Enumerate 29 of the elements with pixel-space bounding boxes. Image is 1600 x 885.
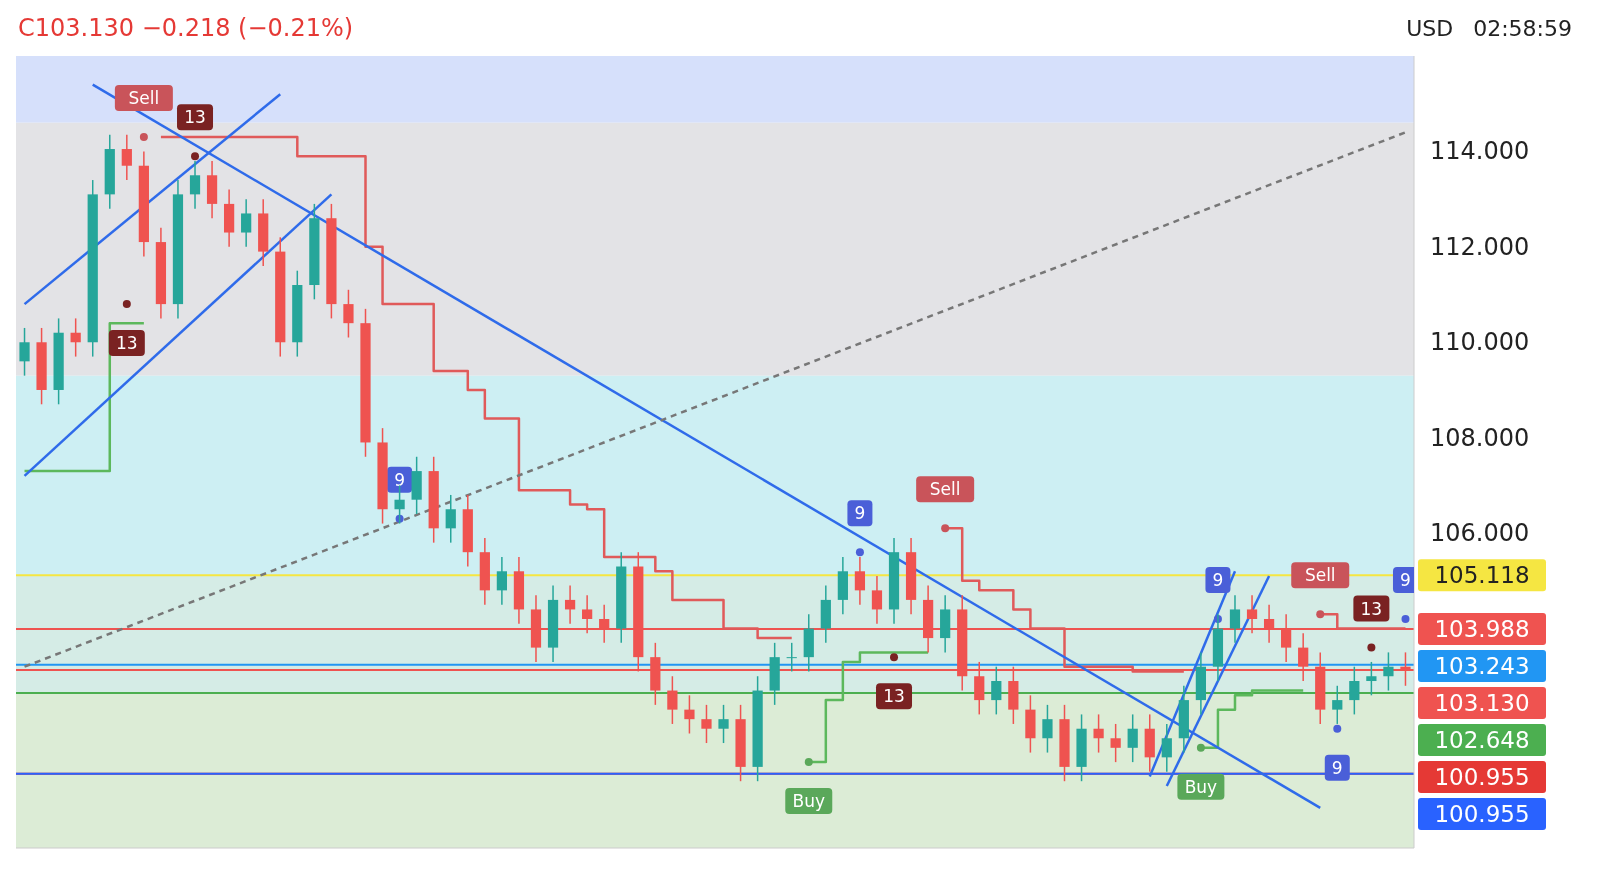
text: 13: [1360, 598, 1383, 619]
ref-line-label: 103.243: [1434, 653, 1530, 680]
series-label: Sell: [1304, 565, 1336, 586]
text: 13: [116, 333, 138, 354]
series-label: Buy: [792, 791, 826, 812]
chart-title: C103.130 −0.218 (−0.21%): [17, 14, 354, 42]
text: USD: [1406, 15, 1454, 41]
text: 9: [1331, 757, 1343, 778]
text: 9: [1212, 569, 1224, 590]
text: Buy: [1184, 776, 1218, 797]
ref-line-label: 102.648: [1434, 727, 1530, 754]
ref-line-label: 105.118: [1434, 562, 1530, 589]
ref-line-label: 103.988: [1434, 616, 1530, 643]
y-tick-label: 108.000: [1430, 423, 1530, 452]
ref-line-label: 100.955: [1434, 764, 1530, 791]
text: Sell: [929, 479, 961, 500]
series-label: 13: [883, 686, 905, 707]
text: 02:58:59: [1473, 15, 1572, 41]
text: Sell: [128, 88, 160, 109]
y-tick-label: 112.000: [1430, 232, 1530, 261]
text: 9: [854, 503, 866, 524]
y-tick-label: 114.000: [1430, 137, 1530, 166]
series-label: 9: [394, 469, 406, 490]
text: 9: [1400, 569, 1411, 590]
ref-line-label: 103.130: [1434, 690, 1530, 717]
ref-line-label: 100.955: [1434, 801, 1530, 828]
text: 13: [184, 107, 206, 128]
y-tick-label: 110.000: [1430, 328, 1530, 357]
y-tick-label: 106.000: [1430, 519, 1530, 548]
